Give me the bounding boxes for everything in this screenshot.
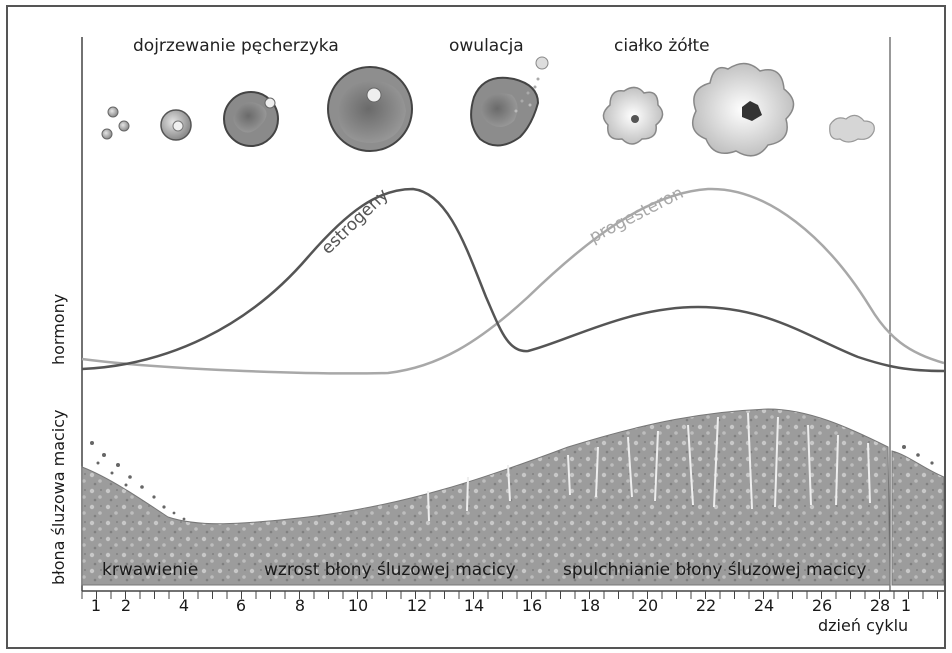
phase-growth: wzrost błony śluzowej macicy [264,560,516,580]
corpus-luteum-mature [691,62,795,157]
menstrual-cycle-diagram: dojrzewanie pęcherzyka owulacja ciałko ż… [49,36,944,635]
day-tick-label: 6 [236,596,246,615]
label-follicle-maturation: dojrzewanie pęcherzyka [133,36,339,56]
label-progesterone: progesteron [586,183,687,248]
menstrual-shedding [90,441,934,521]
endometrial-glands [427,412,871,522]
day-tick-label: 4 [179,596,189,615]
phase-loosening: spulchnianie błony śluzowej macicy [563,560,866,580]
day-tick-label: 12 [407,596,427,615]
day-tick-label: 24 [754,596,774,615]
estrogen-curve [81,187,944,373]
endometrium-next-cycle [891,450,944,586]
day-tick-label: 26 [812,596,832,615]
corpus-luteum-early [602,86,664,145]
phase-bleeding: krwawienie [102,560,198,580]
day-tick-label: 1 [91,596,101,615]
follicle-stage-4 [327,66,413,152]
follicle-stage-1 [101,106,130,140]
endometrium-layer [81,408,891,586]
x-axis-title: dzień cyklu [818,616,908,635]
corpus-albicans [829,114,875,143]
day-tick-label: 22 [696,596,716,615]
day-tick-label: 28 [870,596,890,615]
day-tick-label: 2 [121,596,131,615]
day-tick-label: 14 [464,596,484,615]
label-ovulation: owulacja [449,36,524,56]
diagram-frame: dojrzewanie pęcherzyka owulacja ciałko ż… [6,5,946,649]
ovulation-illustration [470,56,549,147]
axis-label-hormones: hormony [49,294,68,365]
label-corpus-luteum: ciałko żółte [614,36,710,56]
follicle-stage-3 [223,91,279,147]
day-tick-label: 1 [901,596,911,615]
axis-label-endometrium: błona śluzowa macicy [49,409,68,585]
day-tick-label: 10 [348,596,368,615]
day-tick-label: 8 [295,596,305,615]
x-axis-ticks: 1 2 4 6 8 10 12 14 16 18 20 22 24 26 28 1 [81,591,938,615]
follicle-stage-2 [160,109,192,141]
progesterone-curve [81,187,944,375]
day-tick-label: 20 [638,596,658,615]
day-tick-label: 16 [522,596,542,615]
day-tick-label: 18 [580,596,600,615]
label-estrogen: estrogeny [318,185,393,258]
